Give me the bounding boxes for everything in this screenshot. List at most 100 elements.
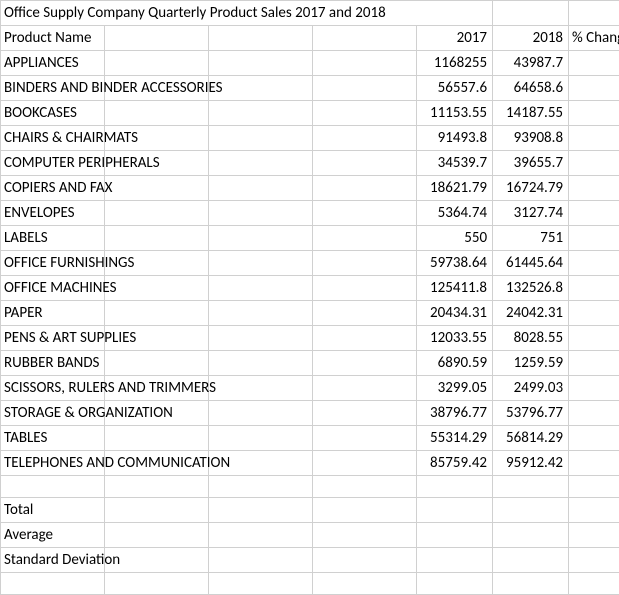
cell[interactable] <box>493 573 569 595</box>
value-2017[interactable]: 55314.29 <box>417 426 493 451</box>
cell[interactable] <box>209 201 313 226</box>
cell[interactable] <box>417 498 493 523</box>
total-row[interactable]: Total <box>1 498 619 523</box>
product-name-cell[interactable]: COPIERS AND FAX <box>1 176 105 201</box>
cell[interactable] <box>569 498 619 523</box>
table-row[interactable]: RUBBER BANDS6890.591259.59 <box>1 351 619 376</box>
value-2017[interactable]: 56557.6 <box>417 76 493 101</box>
value-2018[interactable]: 16724.79 <box>493 176 569 201</box>
cell[interactable] <box>209 101 313 126</box>
pct-cell[interactable] <box>569 401 619 426</box>
table-row[interactable]: SCISSORS, RULERS AND TRIMMERS3299.052499… <box>1 376 619 401</box>
header-pct[interactable]: % Change <box>569 26 619 51</box>
value-2017[interactable]: 1168255 <box>417 51 493 76</box>
value-2018[interactable]: 1259.59 <box>493 351 569 376</box>
pct-cell[interactable] <box>569 426 619 451</box>
cell[interactable] <box>105 351 209 376</box>
cell[interactable] <box>493 548 569 573</box>
value-2018[interactable]: 93908.8 <box>493 126 569 151</box>
cell[interactable] <box>209 426 313 451</box>
table-row[interactable]: CHAIRS & CHAIRMATS91493.893908.8 <box>1 126 619 151</box>
product-name-cell[interactable]: PAPER <box>1 301 105 326</box>
cell[interactable] <box>209 301 313 326</box>
cell[interactable] <box>313 376 417 401</box>
cell[interactable] <box>313 401 417 426</box>
table-row[interactable]: PAPER20434.3124042.31 <box>1 301 619 326</box>
cell[interactable] <box>105 498 209 523</box>
blank-row[interactable] <box>1 573 619 595</box>
cell[interactable] <box>209 351 313 376</box>
pct-cell[interactable] <box>569 201 619 226</box>
cell[interactable] <box>313 126 417 151</box>
cell[interactable] <box>105 301 209 326</box>
table-row[interactable]: COMPUTER PERIPHERALS 34539.739655.7 <box>1 151 619 176</box>
pct-cell[interactable] <box>569 351 619 376</box>
table-row[interactable]: BOOKCASES11153.5514187.55 <box>1 101 619 126</box>
cell[interactable] <box>209 548 313 573</box>
table-row[interactable]: COPIERS AND FAX 18621.7916724.79 <box>1 176 619 201</box>
cell[interactable] <box>313 523 417 548</box>
pct-cell[interactable] <box>569 226 619 251</box>
value-2018[interactable]: 24042.31 <box>493 301 569 326</box>
pct-cell[interactable] <box>569 101 619 126</box>
pct-cell[interactable] <box>569 276 619 301</box>
cell[interactable] <box>493 1 569 26</box>
cell[interactable] <box>417 548 493 573</box>
cell[interactable] <box>313 251 417 276</box>
cell[interactable] <box>105 51 209 76</box>
cell[interactable] <box>209 498 313 523</box>
title-row[interactable]: Office Supply Company Quarterly Product … <box>1 1 619 26</box>
cell[interactable] <box>105 276 209 301</box>
value-2017[interactable]: 550 <box>417 226 493 251</box>
cell[interactable] <box>105 523 209 548</box>
table-row[interactable]: STORAGE & ORGANIZATION38796.7753796.77 <box>1 401 619 426</box>
average-label-cell[interactable]: Average <box>1 523 105 548</box>
cell[interactable] <box>493 498 569 523</box>
cell[interactable] <box>209 176 313 201</box>
product-name-cell[interactable]: RUBBER BANDS <box>1 351 105 376</box>
value-2017[interactable]: 38796.77 <box>417 401 493 426</box>
cell[interactable] <box>493 476 569 498</box>
cell[interactable] <box>105 26 209 51</box>
cell[interactable] <box>313 176 417 201</box>
value-2018[interactable]: 39655.7 <box>493 151 569 176</box>
table-row[interactable]: TELEPHONES AND COMMUNICATION85759.429591… <box>1 451 619 476</box>
table-row[interactable]: TABLES55314.2956814.29 <box>1 426 619 451</box>
cell[interactable] <box>313 351 417 376</box>
table-row[interactable]: OFFICE FURNISHINGS59738.6461445.64 <box>1 251 619 276</box>
cell[interactable] <box>417 476 493 498</box>
value-2017[interactable]: 18621.79 <box>417 176 493 201</box>
cell[interactable] <box>105 176 209 201</box>
value-2017[interactable]: 125411.8 <box>417 276 493 301</box>
cell[interactable] <box>209 573 313 595</box>
header-product[interactable]: Product Name <box>1 26 105 51</box>
cell[interactable] <box>209 26 313 51</box>
cell[interactable] <box>209 51 313 76</box>
cell[interactable] <box>209 326 313 351</box>
value-2017[interactable]: 34539.7 <box>417 151 493 176</box>
value-2017[interactable]: 3299.05 <box>417 376 493 401</box>
product-name-cell[interactable]: COMPUTER PERIPHERALS <box>1 151 105 176</box>
product-name-cell[interactable]: STORAGE & ORGANIZATION <box>1 401 105 426</box>
spreadsheet-table[interactable]: Office Supply Company Quarterly Product … <box>0 0 619 595</box>
product-name-cell[interactable]: OFFICE FURNISHINGS <box>1 251 105 276</box>
average-row[interactable]: Average <box>1 523 619 548</box>
cell[interactable] <box>105 201 209 226</box>
cell[interactable] <box>313 151 417 176</box>
product-name-cell[interactable]: APPLIANCES <box>1 51 105 76</box>
total-label-cell[interactable]: Total <box>1 498 105 523</box>
cell[interactable] <box>313 101 417 126</box>
cell[interactable] <box>209 76 313 101</box>
cell[interactable] <box>209 251 313 276</box>
cell[interactable] <box>313 451 417 476</box>
header-2018[interactable]: 2018 <box>493 26 569 51</box>
cell[interactable] <box>313 476 417 498</box>
value-2018[interactable]: 2499.03 <box>493 376 569 401</box>
value-2017[interactable]: 91493.8 <box>417 126 493 151</box>
table-row[interactable]: PENS & ART SUPPLIES12033.558028.55 <box>1 326 619 351</box>
cell[interactable] <box>313 201 417 226</box>
pct-cell[interactable] <box>569 51 619 76</box>
cell[interactable] <box>569 573 619 595</box>
product-name-cell[interactable]: TABLES <box>1 426 105 451</box>
cell[interactable] <box>313 326 417 351</box>
